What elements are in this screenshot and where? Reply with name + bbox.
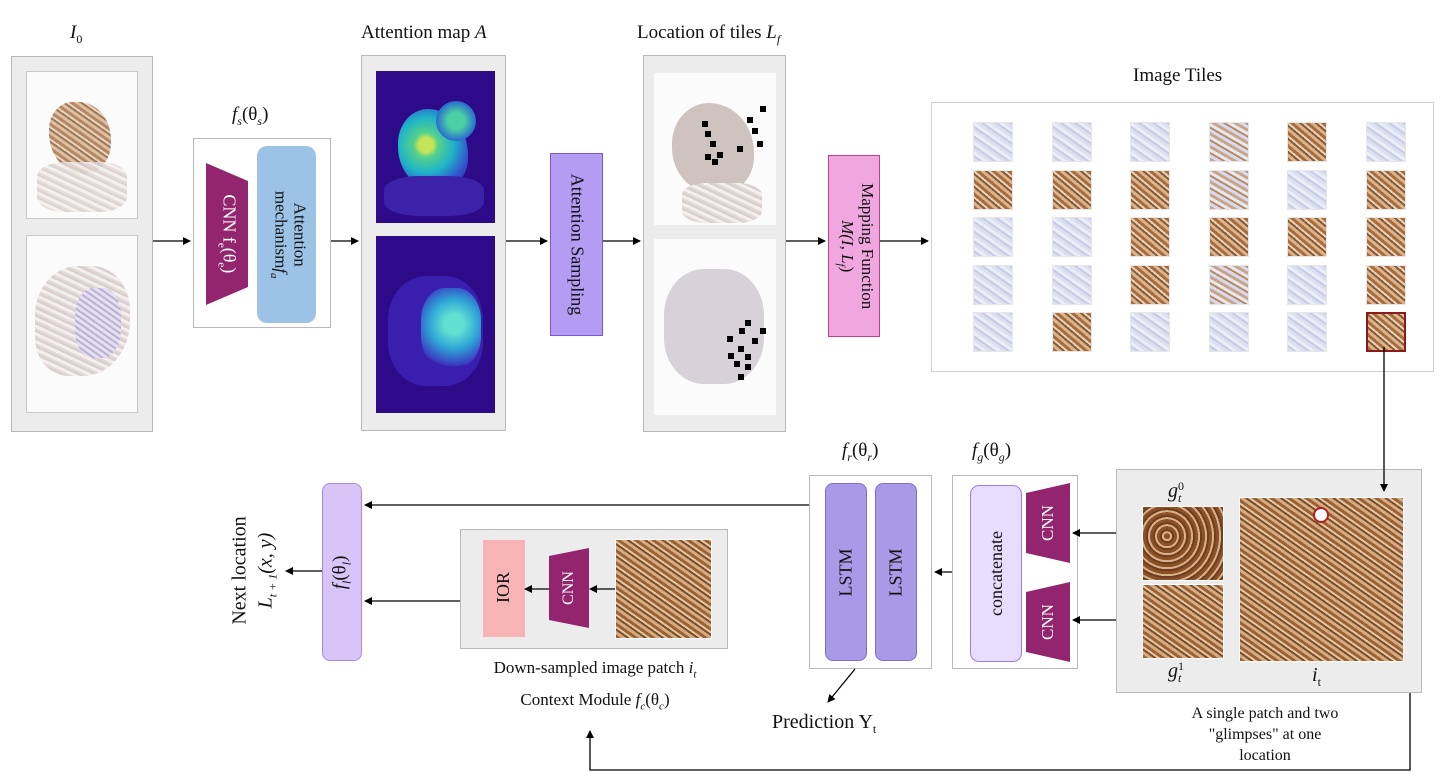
- context-cnn-block: [549, 548, 589, 628]
- image-tile: [1130, 264, 1170, 305]
- image-tile: [973, 169, 1013, 210]
- image-tile: [973, 122, 1013, 162]
- tile-location-marker: [710, 141, 716, 147]
- glimpse-1-image: [1142, 584, 1224, 659]
- image-tile: [1051, 122, 1092, 162]
- image-tile: [1365, 122, 1406, 162]
- image-tile: [1051, 217, 1092, 257]
- tile-location-marker: [747, 117, 753, 123]
- attention-map-bottom: [376, 236, 495, 413]
- image-tile: [1130, 217, 1170, 257]
- image-tile: [1051, 264, 1092, 305]
- glimpse-cnn-top: [1026, 483, 1070, 563]
- tile-location-marker: [728, 353, 734, 359]
- location-slide-top: [654, 73, 776, 225]
- tile-location-marker: [737, 146, 743, 152]
- tile-location-marker: [727, 336, 733, 342]
- cnn-fe-block: [206, 163, 248, 305]
- single-patch-image: [1239, 497, 1404, 662]
- ior-block: [483, 540, 525, 637]
- tile-location-marker: [717, 152, 723, 158]
- tile-location-marker: [738, 374, 744, 380]
- glimpse-center-marker: [1313, 507, 1329, 523]
- tile-location-marker: [739, 328, 745, 334]
- attention-sampling-block: [550, 153, 603, 336]
- image-tiles-label: Image Tiles: [1133, 65, 1223, 86]
- fg-label: fg(θg): [972, 440, 1012, 464]
- image-tile: [1130, 122, 1170, 162]
- image-tile: [973, 217, 1013, 257]
- tile-location-marker: [752, 128, 758, 134]
- attention-map-label: Attention map A: [361, 22, 487, 43]
- image-tile: [1208, 264, 1249, 305]
- tile-location-marker: [752, 338, 758, 344]
- image-tiles-grid: [932, 103, 1432, 371]
- image-tile: [1365, 217, 1406, 257]
- image-tile: [1130, 169, 1170, 210]
- prediction-label: Prediction Yt: [772, 711, 877, 736]
- image-tile: [1287, 264, 1327, 305]
- image-tile: [1287, 169, 1327, 210]
- input-slide-top: [26, 71, 138, 219]
- tile-location-marker: [712, 159, 718, 165]
- tile-location-markers: [702, 106, 766, 380]
- image-tile: [1208, 122, 1249, 162]
- attention-mechanism-block: [257, 146, 316, 323]
- tile-location-marker: [757, 141, 763, 147]
- image-tile: [1208, 217, 1249, 257]
- image-tile: [1287, 312, 1327, 352]
- attention-map-top: [376, 71, 495, 223]
- tile-location-marker: [745, 354, 751, 360]
- input-slides-panel: [11, 56, 153, 432]
- image-tile: [973, 312, 1013, 352]
- glimpse-0-image: [1142, 506, 1224, 581]
- tile-location-marker: [705, 154, 711, 160]
- lstm-block-2: [875, 483, 917, 661]
- downsampled-patch-image: [615, 539, 712, 639]
- fs-label: fs(θs): [232, 104, 269, 128]
- fr-label: fr(θr): [842, 440, 879, 464]
- image-tile: [1365, 169, 1406, 210]
- mapping-function-block: [828, 155, 880, 337]
- image-tile: [1287, 217, 1327, 257]
- tile-location-marker: [745, 364, 751, 370]
- image-tile: [1287, 122, 1327, 162]
- image-tile: [1365, 264, 1406, 305]
- fl-block: [322, 483, 362, 661]
- tile-location-marker: [760, 328, 766, 334]
- image-tile: [973, 264, 1013, 305]
- location-tiles-panel: [643, 55, 786, 432]
- tile-location-marker: [760, 106, 766, 112]
- concatenate-block: [970, 485, 1022, 662]
- location-tiles-label: Location of tiles Lf: [637, 22, 781, 46]
- selected-image-tile: [1365, 312, 1406, 352]
- patch-label: it: [1312, 664, 1321, 689]
- image-tile: [1208, 312, 1249, 352]
- tile-location-marker: [702, 121, 708, 127]
- tile-location-marker: [705, 131, 711, 137]
- image-tile: [1208, 169, 1249, 210]
- lstm-block-1: [825, 483, 867, 661]
- patch-caption: A single patch and two "glimpses" at one…: [1191, 705, 1339, 764]
- tile-location-marker: [745, 320, 751, 326]
- tile-location-marker: [734, 361, 740, 367]
- image-tile: [1051, 169, 1092, 210]
- image-tile: [1051, 312, 1092, 352]
- input-image-label: I0: [70, 22, 83, 46]
- tile-location-marker: [738, 346, 744, 352]
- context-module-caption: Down-sampled image patch it Context Modu…: [493, 658, 697, 713]
- image-tile: [1130, 312, 1170, 352]
- glimpse-cnn-bottom: [1026, 582, 1070, 662]
- image-tiles-panel: [931, 102, 1434, 372]
- attention-map-panel: [361, 55, 506, 431]
- patch-panel: [1116, 469, 1422, 693]
- input-slide-bottom: [26, 235, 138, 413]
